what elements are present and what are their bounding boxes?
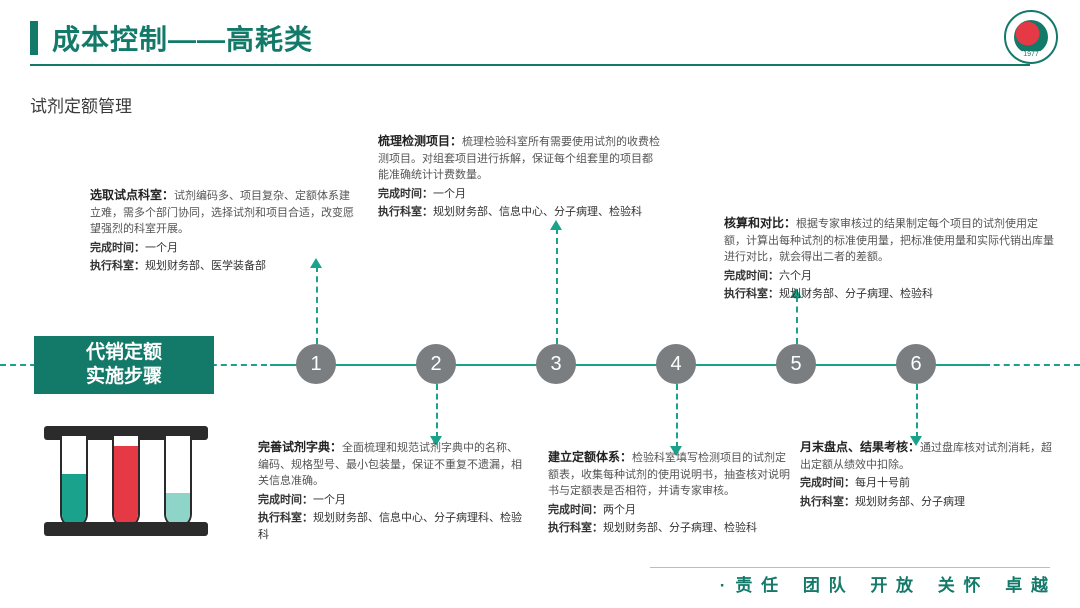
step-title: 建立定额体系： [548, 450, 632, 464]
step-arrow-3 [550, 220, 562, 230]
step-dept: 规划财务部、分子病理 [855, 496, 965, 508]
step-block-6: 月末盘点、结果考核：通过盘库核对试剂消耗，超出定额从绩效中扣除。完成时间：每月十… [800, 438, 1058, 510]
footer-v1: 责 任 [735, 576, 780, 595]
tube-1 [60, 432, 88, 528]
step-time: 两个月 [603, 504, 636, 516]
step-connector-4 [676, 384, 678, 448]
step-node-2: 2 [416, 344, 456, 384]
step-connector-3 [556, 228, 558, 344]
step-block-4: 建立定额体系：检验科室填写检测项目的试剂定额表，收集每种试剂的使用说明书，抽查核… [548, 448, 790, 537]
steps-label-box: 代销定额 实施步骤 [34, 336, 214, 394]
step-title: 月末盘点、结果考核： [800, 440, 920, 454]
title-accent-bar [30, 21, 38, 55]
footer-v5: 卓 越 [1005, 576, 1050, 595]
step-connector-2 [436, 384, 438, 438]
step-connector-1 [316, 266, 318, 344]
step-title: 选取试点科室： [90, 188, 174, 202]
title-underline [30, 64, 1030, 66]
step-block-1: 选取试点科室：试剂编码多、项目复杂、定额体系建立难，需多个部门协同，选择试剂和项… [90, 186, 358, 275]
step-block-5: 核算和对比：根据专家审核过的结果制定每个项目的试剂使用定额，计算出每种试剂的标准… [724, 214, 1054, 303]
step-title: 完善试剂字典： [258, 440, 342, 454]
footer-v3: 开 放 [870, 576, 915, 595]
slide-root: 成本控制——高耗类 1977 试剂定额管理 代销定额 实施步骤 1 选取试点科室：… [0, 0, 1080, 608]
step-node-1: 1 [296, 344, 336, 384]
step-block-2: 完善试剂字典：全面梳理和规范试剂字典中的名称、编码、规格型号、最小包装量，保证不… [258, 438, 528, 543]
step-node-3: 3 [536, 344, 576, 384]
footer-line [650, 567, 1050, 568]
page-title: 成本控制——高耗类 [52, 18, 313, 58]
test-tubes-icon [44, 426, 208, 536]
step-title: 梳理检测项目： [378, 134, 462, 148]
step-time: 一个月 [145, 242, 178, 254]
label-line2: 实施步骤 [86, 365, 162, 389]
footer-v2: 团 队 [803, 576, 848, 595]
step-dept: 规划财务部、信息中心、分子病理、检验科 [433, 206, 642, 218]
footer-v4: 关 怀 [938, 576, 983, 595]
tube-3 [164, 432, 192, 528]
step-node-6: 6 [896, 344, 936, 384]
step-title: 核算和对比： [724, 216, 796, 230]
subtitle: 试剂定额管理 [30, 92, 132, 117]
rack-bottom [44, 522, 208, 536]
step-dept: 规划财务部、分子病理、检验科 [779, 288, 933, 300]
step-dept: 规划财务部、医学装备部 [145, 260, 266, 272]
step-node-4: 4 [656, 344, 696, 384]
logo-year: 1977 [1021, 51, 1041, 58]
step-dept: 规划财务部、分子病理、检验科 [603, 522, 757, 534]
step-block-3: 梳理检测项目：梳理检验科室所有需要使用试剂的收费检测项目。对组套项目进行拆解，保… [378, 132, 662, 221]
step-time: 一个月 [313, 494, 346, 506]
step-time: 每月十号前 [855, 477, 910, 489]
step-connector-5 [796, 296, 798, 344]
timeline-axis-solid [270, 364, 990, 366]
step-time: 一个月 [433, 188, 466, 200]
step-time: 六个月 [779, 270, 812, 282]
label-line1: 代销定额 [86, 341, 162, 365]
step-connector-6 [916, 384, 918, 438]
tube-2 [112, 432, 140, 528]
logo-inner-icon [1014, 20, 1048, 54]
footer-values: ·责 任 团 队 开 放 关 怀 卓 越 [712, 571, 1050, 596]
hospital-logo: 1977 [1004, 10, 1058, 64]
step-node-5: 5 [776, 344, 816, 384]
title-row: 成本控制——高耗类 [30, 18, 313, 58]
